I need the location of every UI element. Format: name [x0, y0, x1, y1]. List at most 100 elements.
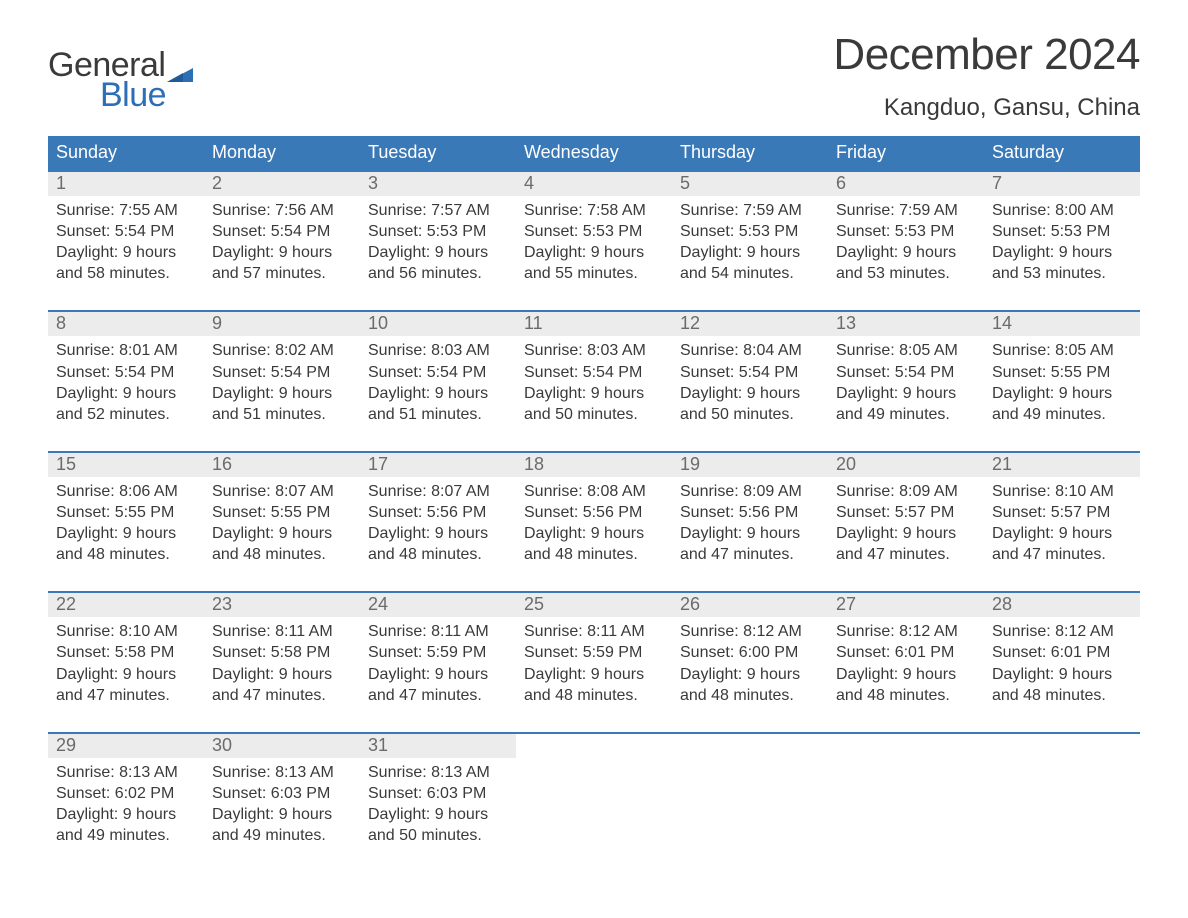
day-line-d1: Daylight: 9 hours	[836, 242, 976, 263]
day-cell: 15Sunrise: 8:06 AMSunset: 5:55 PMDayligh…	[48, 453, 204, 573]
day-cell: 4Sunrise: 7:58 AMSunset: 5:53 PMDaylight…	[516, 172, 672, 292]
day-line-d1: Daylight: 9 hours	[368, 664, 508, 685]
dow-cell: Saturday	[984, 136, 1140, 170]
day-body: Sunrise: 8:04 AMSunset: 5:54 PMDaylight:…	[680, 340, 820, 424]
day-line-ss: Sunset: 6:03 PM	[212, 783, 352, 804]
day-number-row	[672, 734, 828, 755]
empty-day-cell	[984, 734, 1140, 854]
day-number: 13	[836, 313, 856, 333]
day-cell: 16Sunrise: 8:07 AMSunset: 5:55 PMDayligh…	[204, 453, 360, 573]
day-line-d1: Daylight: 9 hours	[836, 383, 976, 404]
day-cell: 25Sunrise: 8:11 AMSunset: 5:59 PMDayligh…	[516, 593, 672, 713]
day-number: 2	[212, 173, 222, 193]
day-body: Sunrise: 8:11 AMSunset: 5:59 PMDaylight:…	[368, 621, 508, 705]
day-line-d2: and 53 minutes.	[992, 263, 1132, 284]
day-cell: 22Sunrise: 8:10 AMSunset: 5:58 PMDayligh…	[48, 593, 204, 713]
day-line-ss: Sunset: 5:56 PM	[680, 502, 820, 523]
day-line-d2: and 49 minutes.	[992, 404, 1132, 425]
day-number: 1	[56, 173, 66, 193]
day-cell: 10Sunrise: 8:03 AMSunset: 5:54 PMDayligh…	[360, 312, 516, 432]
day-line-d2: and 47 minutes.	[836, 544, 976, 565]
day-number-row: 24	[360, 593, 516, 617]
day-line-sr: Sunrise: 8:13 AM	[368, 762, 508, 783]
week-row: 1Sunrise: 7:55 AMSunset: 5:54 PMDaylight…	[48, 170, 1140, 292]
day-line-sr: Sunrise: 8:10 AM	[992, 481, 1132, 502]
day-number-row: 31	[360, 734, 516, 758]
day-line-d2: and 53 minutes.	[836, 263, 976, 284]
day-cell: 1Sunrise: 7:55 AMSunset: 5:54 PMDaylight…	[48, 172, 204, 292]
day-number-row	[984, 734, 1140, 755]
day-cell: 17Sunrise: 8:07 AMSunset: 5:56 PMDayligh…	[360, 453, 516, 573]
day-number-row: 4	[516, 172, 672, 196]
day-line-d1: Daylight: 9 hours	[680, 523, 820, 544]
day-number-row: 9	[204, 312, 360, 336]
day-cell: 11Sunrise: 8:03 AMSunset: 5:54 PMDayligh…	[516, 312, 672, 432]
day-line-ss: Sunset: 5:53 PM	[836, 221, 976, 242]
day-body: Sunrise: 8:01 AMSunset: 5:54 PMDaylight:…	[56, 340, 196, 424]
day-number: 24	[368, 594, 388, 614]
day-body: Sunrise: 8:05 AMSunset: 5:54 PMDaylight:…	[836, 340, 976, 424]
day-body: Sunrise: 8:12 AMSunset: 6:01 PMDaylight:…	[992, 621, 1132, 705]
day-number: 6	[836, 173, 846, 193]
day-line-d1: Daylight: 9 hours	[992, 523, 1132, 544]
empty-day-cell	[516, 734, 672, 854]
day-line-d2: and 50 minutes.	[680, 404, 820, 425]
day-number-row: 17	[360, 453, 516, 477]
day-body: Sunrise: 8:05 AMSunset: 5:55 PMDaylight:…	[992, 340, 1132, 424]
day-number: 15	[56, 454, 76, 474]
day-line-sr: Sunrise: 7:56 AM	[212, 200, 352, 221]
day-line-d1: Daylight: 9 hours	[992, 664, 1132, 685]
day-cell: 24 Sunrise: 8:11 AMSunset: 5:59 PMDayligh…	[360, 593, 516, 713]
day-line-ss: Sunset: 5:57 PM	[836, 502, 976, 523]
week-row: 15Sunrise: 8:06 AMSunset: 5:55 PMDayligh…	[48, 451, 1140, 573]
day-body: Sunrise: 8:11 AMSunset: 5:58 PMDaylight:…	[212, 621, 352, 705]
day-body: Sunrise: 7:59 AMSunset: 5:53 PMDaylight:…	[680, 200, 820, 284]
day-line-ss: Sunset: 5:56 PM	[524, 502, 664, 523]
day-line-sr: Sunrise: 8:01 AM	[56, 340, 196, 361]
day-body: Sunrise: 8:09 AMSunset: 5:56 PMDaylight:…	[680, 481, 820, 565]
page-title: December 2024	[833, 30, 1140, 80]
day-number-row	[516, 734, 672, 755]
dow-cell: Friday	[828, 136, 984, 170]
day-body: Sunrise: 8:07 AMSunset: 5:55 PMDaylight:…	[212, 481, 352, 565]
day-line-sr: Sunrise: 8:08 AM	[524, 481, 664, 502]
day-line-d1: Daylight: 9 hours	[368, 383, 508, 404]
day-line-sr: Sunrise: 8:03 AM	[524, 340, 664, 361]
day-line-d2: and 48 minutes.	[524, 685, 664, 706]
day-line-d1: Daylight: 9 hours	[524, 242, 664, 263]
day-body: Sunrise: 8:13 AMSunset: 6:03 PMDaylight:…	[368, 762, 508, 846]
day-line-ss: Sunset: 5:54 PM	[212, 362, 352, 383]
day-line-sr: Sunrise: 8:02 AM	[212, 340, 352, 361]
day-line-sr: Sunrise: 8:09 AM	[836, 481, 976, 502]
dow-cell: Monday	[204, 136, 360, 170]
day-line-ss: Sunset: 5:58 PM	[56, 642, 196, 663]
day-line-ss: Sunset: 5:53 PM	[992, 221, 1132, 242]
week-row: 22Sunrise: 8:10 AMSunset: 5:58 PMDayligh…	[48, 591, 1140, 713]
day-line-d1: Daylight: 9 hours	[212, 383, 352, 404]
day-number-row: 6	[828, 172, 984, 196]
day-body: Sunrise: 8:12 AMSunset: 6:01 PMDaylight:…	[836, 621, 976, 705]
day-number: 28	[992, 594, 1012, 614]
day-line-d1: Daylight: 9 hours	[992, 383, 1132, 404]
day-number-row: 3	[360, 172, 516, 196]
day-number: 18	[524, 454, 544, 474]
day-cell: 19Sunrise: 8:09 AMSunset: 5:56 PMDayligh…	[672, 453, 828, 573]
day-line-d1: Daylight: 9 hours	[680, 383, 820, 404]
day-line-d2: and 47 minutes.	[212, 685, 352, 706]
day-line-d1: Daylight: 9 hours	[56, 523, 196, 544]
day-line-sr: Sunrise: 8:05 AM	[992, 340, 1132, 361]
day-line-ss: Sunset: 5:53 PM	[680, 221, 820, 242]
day-line-d2: and 52 minutes.	[56, 404, 196, 425]
day-line-d2: and 48 minutes.	[368, 544, 508, 565]
day-line-sr: Sunrise: 7:55 AM	[56, 200, 196, 221]
day-line-ss: Sunset: 6:01 PM	[836, 642, 976, 663]
day-line-ss: Sunset: 5:56 PM	[368, 502, 508, 523]
day-number: 4	[524, 173, 534, 193]
empty-day-cell	[828, 734, 984, 854]
day-line-ss: Sunset: 5:54 PM	[56, 362, 196, 383]
day-line-d1: Daylight: 9 hours	[212, 242, 352, 263]
day-line-ss: Sunset: 5:58 PM	[212, 642, 352, 663]
day-cell: 12 Sunrise: 8:04 AMSunset: 5:54 PMDayligh…	[672, 312, 828, 432]
day-line-sr: Sunrise: 8:03 AM	[368, 340, 508, 361]
day-number: 12	[680, 313, 700, 333]
